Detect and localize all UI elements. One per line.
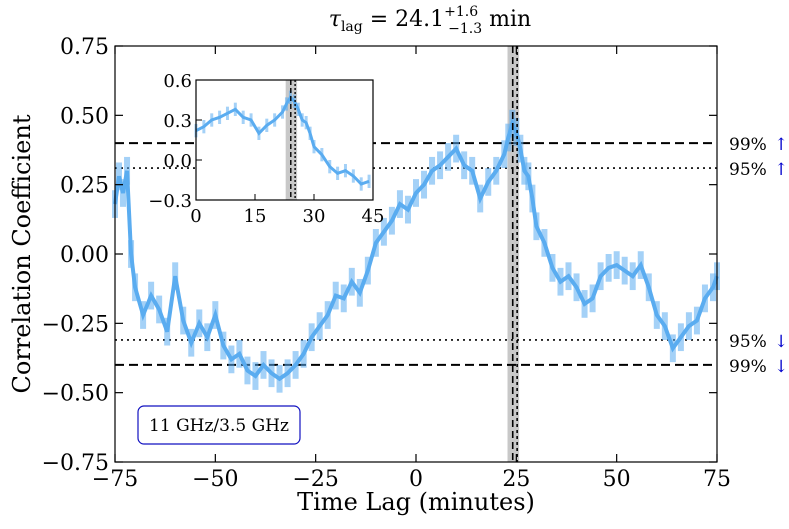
x-tick-label: −75 <box>92 467 138 492</box>
y-tick-label: 0.25 <box>60 174 109 199</box>
inset-background <box>196 80 373 200</box>
inset-y-tick-label: 0.6 <box>163 71 192 92</box>
inset-x-tick-label: 0 <box>190 206 201 227</box>
legend: 11 GHz/3.5 GHz <box>137 405 301 445</box>
inset-axes-frame <box>195 79 374 201</box>
threshold-label: 95% <box>729 160 767 180</box>
y-tick-label: −0.75 <box>42 451 109 476</box>
y-tick-label: −0.25 <box>42 312 109 337</box>
x-axis-label: Time Lag (minutes) <box>297 488 535 516</box>
series-line <box>113 118 719 382</box>
x-tick-label: −25 <box>292 467 338 492</box>
lag-uncertainty-band <box>507 46 520 462</box>
inset-y-tick-label: 0.0 <box>163 151 192 172</box>
inset-x-tick-label: 45 <box>362 206 385 227</box>
threshold-label: 99% <box>729 357 767 377</box>
x-tick-label: 25 <box>502 467 530 492</box>
x-tick-label: −50 <box>192 467 238 492</box>
inset-x-tick-label: 30 <box>303 206 326 227</box>
y-tick-label: 0.75 <box>60 35 109 60</box>
inset-y-tick-label: −0.3 <box>148 191 192 212</box>
legend-box <box>137 405 301 445</box>
threshold-arrow: ↑ <box>774 160 788 180</box>
x-tick-label: 50 <box>603 467 631 492</box>
legend-label: 11 GHz/3.5 GHz <box>149 416 289 436</box>
x-tick-label: 0 <box>409 467 423 492</box>
y-tick-label: 0.00 <box>60 243 109 268</box>
chart-title: τlag = 24.1+1.6 −1.3 min <box>329 4 531 37</box>
threshold-arrow: ↑ <box>774 135 788 155</box>
main-plot <box>112 46 720 462</box>
threshold-label: 99% <box>729 135 767 155</box>
y-tick-label: −0.50 <box>42 382 109 407</box>
threshold-labels: 99% ↑ 95% ↑ 95% ↓ 99% ↓ <box>729 135 788 377</box>
threshold-label: 95% <box>729 332 767 352</box>
x-tick-label: 75 <box>703 467 731 492</box>
threshold-arrow: ↓ <box>774 332 788 352</box>
inset-y-tick-label: 0.3 <box>163 111 192 132</box>
y-ticks: 0.750.500.250.00−0.25−0.50−0.75 <box>42 35 717 476</box>
x-ticks: −75 −50 −25 0 25 50 75 <box>92 46 731 492</box>
y-tick-label: 0.50 <box>60 104 109 129</box>
threshold-arrow: ↓ <box>774 357 788 377</box>
y-axis-label: Correlation Coefficient <box>8 114 36 393</box>
inset-plot <box>194 80 373 200</box>
inset-x-tick-label: 15 <box>244 206 267 227</box>
